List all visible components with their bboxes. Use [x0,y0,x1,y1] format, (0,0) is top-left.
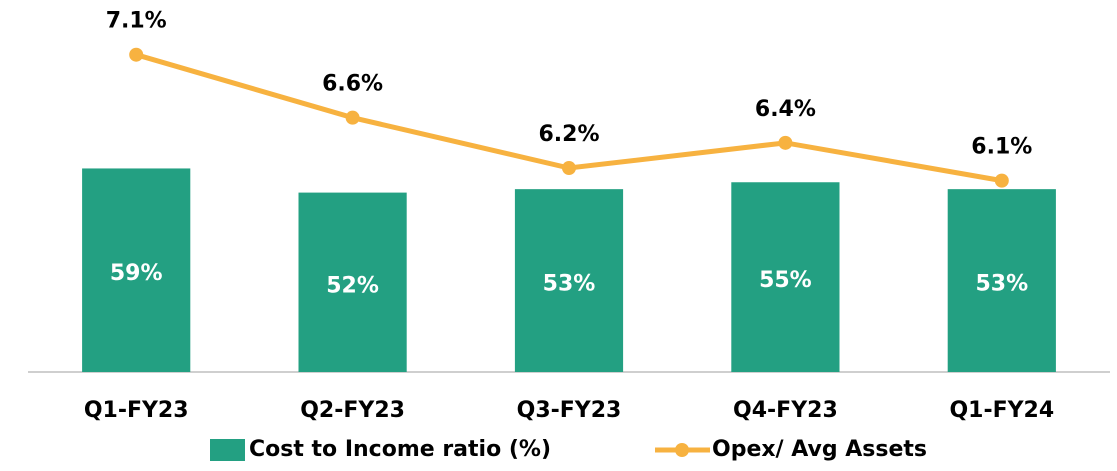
bar [514,189,624,372]
line-label: 7.1% [106,9,167,34]
bar [947,189,1056,372]
x-tick-label: Q3-FY23 [517,398,622,423]
x-tick-label: Q4-FY23 [733,398,838,423]
bar-label: 55% [759,268,812,293]
legend-swatch [675,443,689,457]
bar [82,168,191,372]
line-label: 6.4% [755,97,816,122]
line-label: 6.6% [322,72,383,97]
bar-label: 53% [543,272,596,297]
line-label: 6.1% [971,135,1032,160]
line-point [129,47,144,62]
x-tick-label: Q2-FY23 [300,398,405,423]
legend-label: Opex/ Avg Assets [712,437,927,462]
line-point [994,173,1009,188]
legend-swatch [210,439,245,461]
line-label: 6.2% [538,122,599,147]
line-point [778,135,793,150]
x-tick-label: Q1-FY23 [84,398,189,423]
legend-label: Cost to Income ratio (%) [249,437,551,462]
line-point [562,161,576,176]
bar [298,192,407,372]
bar [731,182,840,372]
x-tick-label: Q1-FY24 [949,398,1054,423]
bar-label: 59% [110,261,163,286]
bar-label: 53% [975,272,1028,297]
bar-label: 52% [326,273,379,298]
line-point [345,110,360,125]
